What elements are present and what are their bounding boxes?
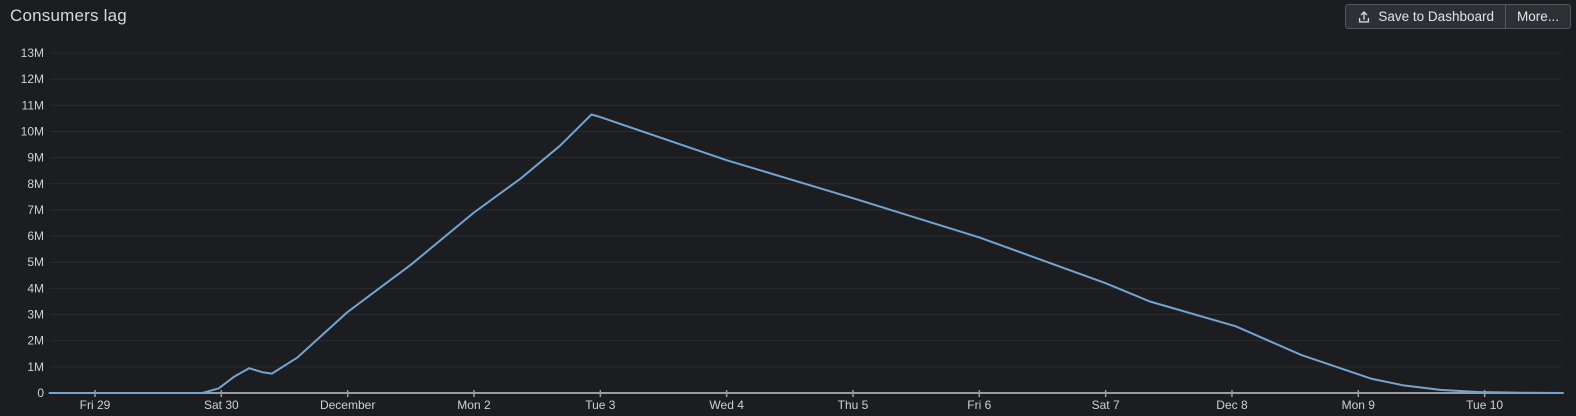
x-tick-label: Mon 2 (457, 398, 491, 412)
y-tick-label: 8M (27, 177, 44, 191)
upload-icon (1357, 10, 1371, 24)
panel-header: Consumers lag Save to Dashboard More... (0, 0, 1576, 32)
x-tick-label: Fri 29 (80, 398, 111, 412)
x-tick-label: Mon 9 (1342, 398, 1376, 412)
y-tick-label: 9M (27, 151, 44, 165)
y-tick-label: 0 (37, 386, 44, 400)
x-tick-label: Dec 8 (1216, 398, 1248, 412)
save-button-label: Save to Dashboard (1378, 9, 1494, 24)
y-tick-label: 6M (27, 229, 44, 243)
more-button[interactable]: More... (1504, 5, 1570, 28)
x-tick-label: Thu 5 (838, 398, 869, 412)
y-tick-label: 4M (27, 281, 44, 295)
page-title: Consumers lag (10, 6, 127, 25)
y-tick-label: 13M (21, 46, 44, 60)
header-actions: Save to Dashboard More... (1345, 4, 1571, 29)
y-tick-label: 11M (22, 98, 44, 112)
y-tick-label: 5M (27, 255, 44, 269)
x-tick-label: Sat 7 (1092, 398, 1120, 412)
y-tick-label: 3M (27, 308, 44, 322)
more-button-label: More... (1516, 9, 1559, 24)
x-tick-label: Wed 4 (709, 398, 744, 412)
y-tick-label: 10M (21, 124, 44, 138)
y-tick-label: 7M (27, 203, 44, 217)
lag-line-series (48, 113, 1564, 394)
x-tick-label: December (320, 398, 375, 412)
x-tick-label: Fri 6 (967, 398, 991, 412)
y-tick-label: 12M (21, 72, 44, 86)
y-tick-label: 2M (27, 334, 44, 348)
x-tick-label: Sat 30 (204, 398, 239, 412)
x-tick-label: Tue 10 (1466, 398, 1503, 412)
save-to-dashboard-button[interactable]: Save to Dashboard (1346, 5, 1505, 28)
y-tick-label: 1M (27, 360, 44, 374)
x-tick-label: Tue 3 (585, 398, 616, 412)
